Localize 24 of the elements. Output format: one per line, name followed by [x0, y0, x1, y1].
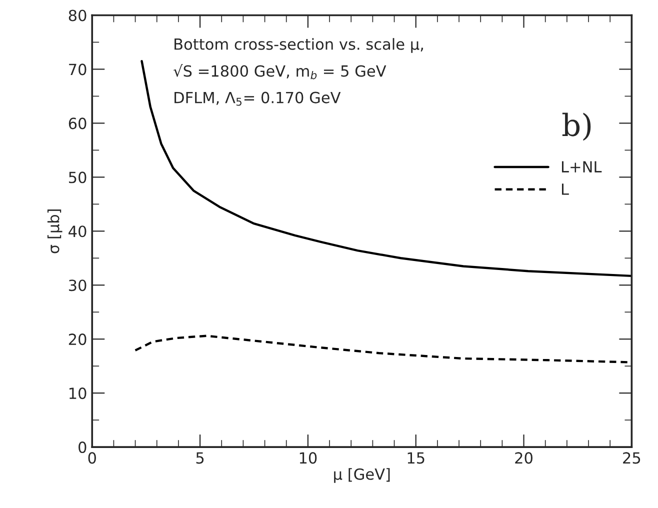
x-tick-label: 25 — [623, 452, 640, 464]
x-tick-label: 0 — [88, 452, 96, 464]
annotation: Bottom cross-section vs. scale μ, — [174, 38, 423, 53]
y-tick-label: 60 — [68, 118, 86, 130]
y-axis-title: σ [μb] — [47, 210, 62, 254]
y-tick-label: 70 — [69, 64, 86, 76]
y-tick-label: 10 — [69, 388, 86, 400]
x-tick-label: 20 — [515, 452, 532, 464]
annotation: b) — [562, 112, 591, 141]
y-tick-label: 20 — [68, 334, 86, 346]
x-tick-label: 5 — [196, 452, 204, 464]
legend-label: L+NL — [562, 161, 602, 172]
x-tick-label: 10 — [300, 452, 317, 464]
y-tick-label: 0 — [78, 442, 86, 454]
y-tick-label: 40 — [68, 226, 86, 238]
x-tick-label: 15 — [408, 452, 424, 464]
y-tick-label: 50 — [68, 172, 86, 184]
annotation: DFLM, Λ$_{5}$= 0.170 GeV — [174, 92, 341, 106]
y-tick-label: 30 — [68, 280, 86, 292]
x-axis-title: μ [GeV] — [334, 468, 390, 483]
y-tick-label: 80 — [68, 10, 86, 22]
annotation: √S =1800 GeV, m$_{b}$ = 5 GeV — [174, 64, 386, 80]
line-series — [140, 60, 632, 278]
legend-label: L — [562, 184, 569, 195]
